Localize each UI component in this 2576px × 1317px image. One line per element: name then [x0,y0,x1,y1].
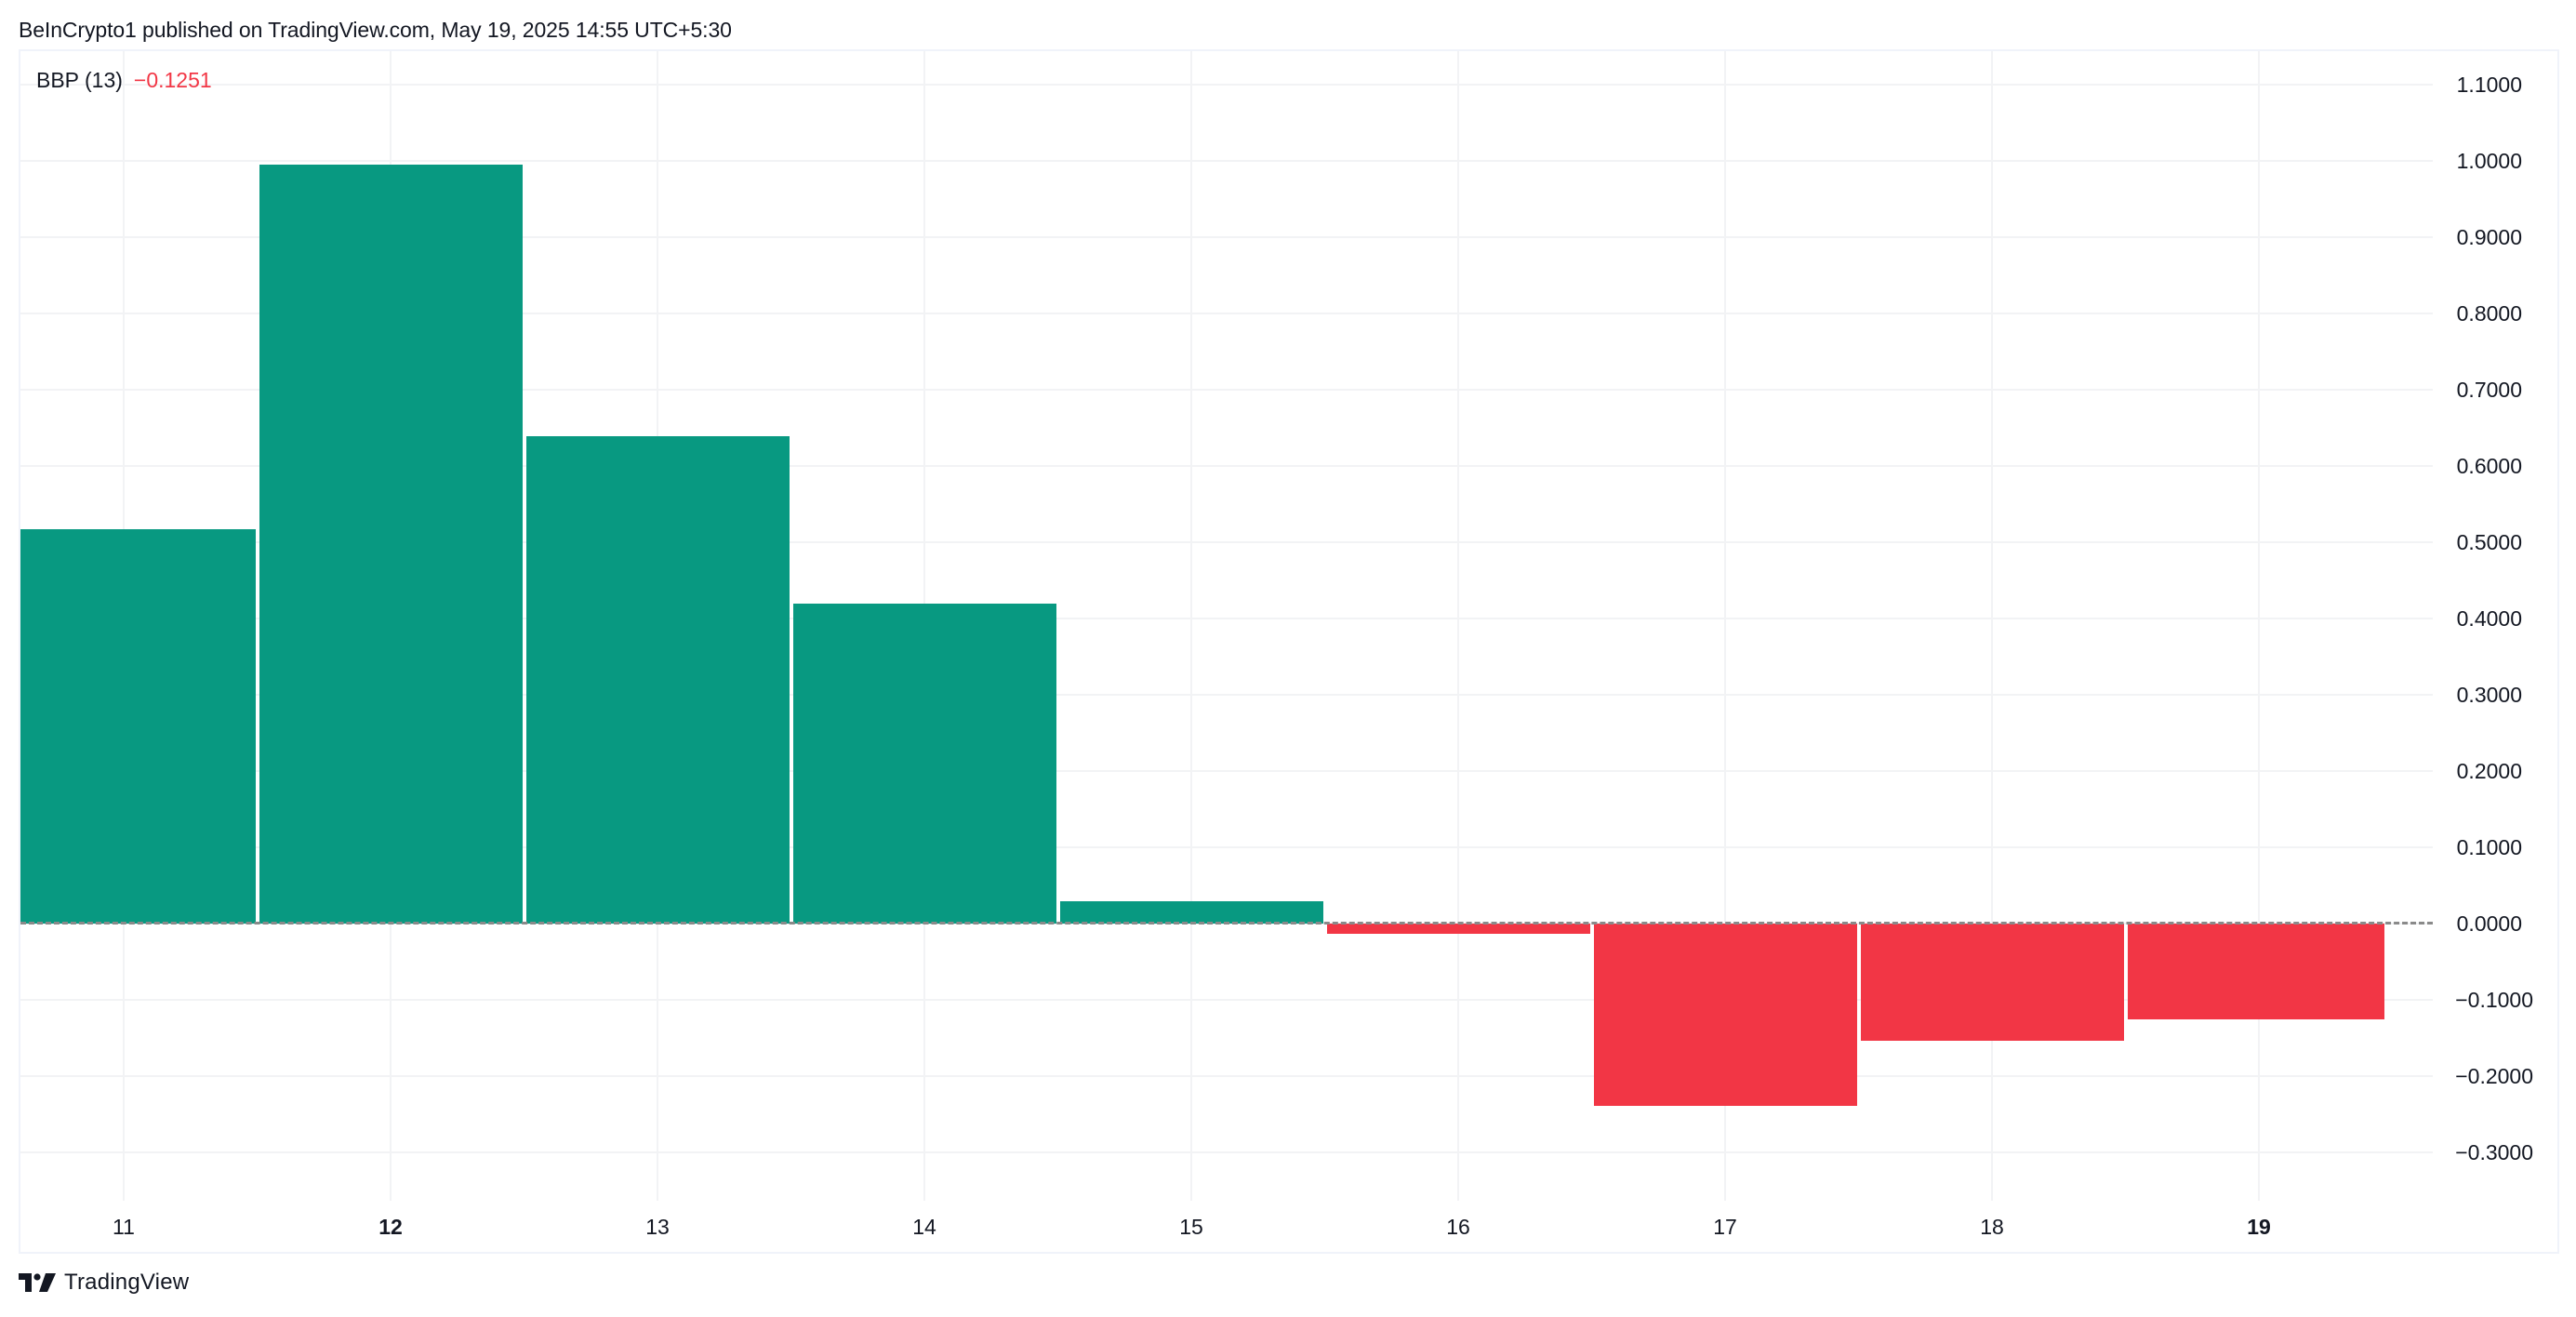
histogram-bar[interactable] [1327,924,1590,934]
price-axis-label: 0.5000 [2456,530,2522,554]
zero-baseline [20,922,2433,925]
vertical-gridline [1724,51,1726,1201]
horizontal-gridline [20,618,2433,619]
histogram-bar[interactable] [793,603,1056,924]
price-axis-label: 0.2000 [2456,759,2522,783]
horizontal-gridline [20,694,2433,696]
horizontal-gridline [20,541,2433,543]
time-axis-label: 16 [1446,1215,1470,1239]
price-axis-label: 1.0000 [2456,149,2522,173]
time-axis-label: 17 [1713,1215,1737,1239]
horizontal-gridline [20,1075,2433,1077]
price-axis-label: 0.0000 [2456,911,2522,936]
plot-area[interactable]: BBP (13) −0.1251 [20,51,2433,1201]
time-axis-label: 18 [1980,1215,2004,1239]
time-axis-label: 11 [113,1215,135,1239]
horizontal-gridline [20,770,2433,772]
horizontal-gridline [20,160,2433,162]
price-axis-label: 0.9000 [2456,225,2522,249]
publish-attribution: BeInCrypto1 published on TradingView.com… [19,18,732,42]
time-axis-label: 14 [912,1215,936,1239]
vertical-gridline [2258,51,2260,1201]
price-axis-label: −0.3000 [2455,1140,2533,1164]
horizontal-gridline [20,1151,2433,1153]
footer: TradingView [19,1270,189,1295]
indicator-value: −0.1251 [133,68,212,92]
histogram-bar[interactable] [526,436,790,924]
time-axis-label: 13 [645,1215,670,1239]
histogram-bar[interactable] [1861,924,2124,1042]
vertical-gridline [1190,51,1192,1201]
time-axis-label: 15 [1179,1215,1203,1239]
horizontal-gridline [20,999,2433,1001]
price-axis-label: 0.8000 [2456,301,2522,326]
tradingview-brand: TradingView [64,1270,190,1295]
histogram-bar[interactable] [2128,924,2384,1019]
chart-frame: BBP (13) −0.1251 [19,49,2559,1254]
price-axis-label: −0.1000 [2455,988,2533,1012]
horizontal-gridline [20,313,2433,314]
tradingview-logo-icon [19,1273,56,1292]
price-axis-label: 0.6000 [2456,454,2522,478]
price-axis-label: 0.1000 [2456,835,2522,859]
horizontal-gridline [20,236,2433,238]
vertical-gridline [1457,51,1459,1201]
price-axis-label: 0.7000 [2456,378,2522,402]
histogram-bar[interactable] [259,165,523,924]
histogram-bar[interactable] [1594,924,1857,1106]
indicator-legend[interactable]: BBP (13) −0.1251 [36,66,212,94]
horizontal-gridline [20,465,2433,467]
price-axis-label: 0.3000 [2456,683,2522,707]
histogram-bar[interactable] [20,529,256,924]
time-axis-label: 12 [378,1215,403,1239]
vertical-gridline [1991,51,1993,1201]
horizontal-gridline [20,84,2433,86]
time-axis-label: 19 [2247,1215,2271,1239]
price-axis-label: 1.1000 [2456,73,2522,97]
price-axis-label: −0.2000 [2455,1064,2533,1088]
histogram-bar[interactable] [1060,901,1323,924]
indicator-name: BBP (13) [36,68,123,92]
horizontal-gridline [20,389,2433,391]
price-axis-label: 0.4000 [2456,606,2522,631]
horizontal-gridline [20,846,2433,848]
